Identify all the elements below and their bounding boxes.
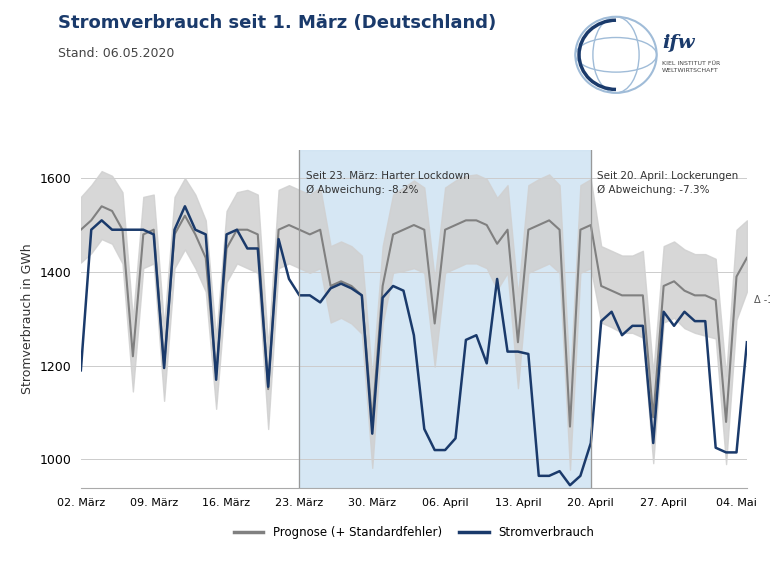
Text: Stand: 06.05.2020: Stand: 06.05.2020 — [58, 47, 174, 61]
Text: Seit 23. März: Harter Lockdown
Ø Abweichung: -8.2%: Seit 23. März: Harter Lockdown Ø Abweich… — [306, 171, 470, 196]
Text: Stromverbrauch seit 1. März (Deutschland): Stromverbrauch seit 1. März (Deutschland… — [58, 14, 496, 32]
Bar — [300, 150, 591, 488]
Text: Δ -12.5%: Δ -12.5% — [754, 295, 770, 305]
Text: KIEL INSTITUT FÜR
WELTWIRTSCHAFT: KIEL INSTITUT FÜR WELTWIRTSCHAFT — [662, 61, 721, 73]
Text: Datenmonitor Corona-Krise: Datenmonitor Corona-Krise — [532, 549, 758, 564]
Y-axis label: Stromverbrauch in GWh: Stromverbrauch in GWh — [22, 243, 35, 394]
Text: Quelle: entso-e, eigene Berechnungen.: Quelle: entso-e, eigene Berechnungen. — [12, 551, 256, 561]
Text: ifw: ifw — [662, 33, 695, 52]
Text: Seit 20. April: Lockerungen
Ø Abweichung: -7.3%: Seit 20. April: Lockerungen Ø Abweichung… — [597, 171, 738, 196]
Legend: Prognose (+ Standardfehler), Stromverbrauch: Prognose (+ Standardfehler), Stromverbra… — [229, 522, 599, 544]
